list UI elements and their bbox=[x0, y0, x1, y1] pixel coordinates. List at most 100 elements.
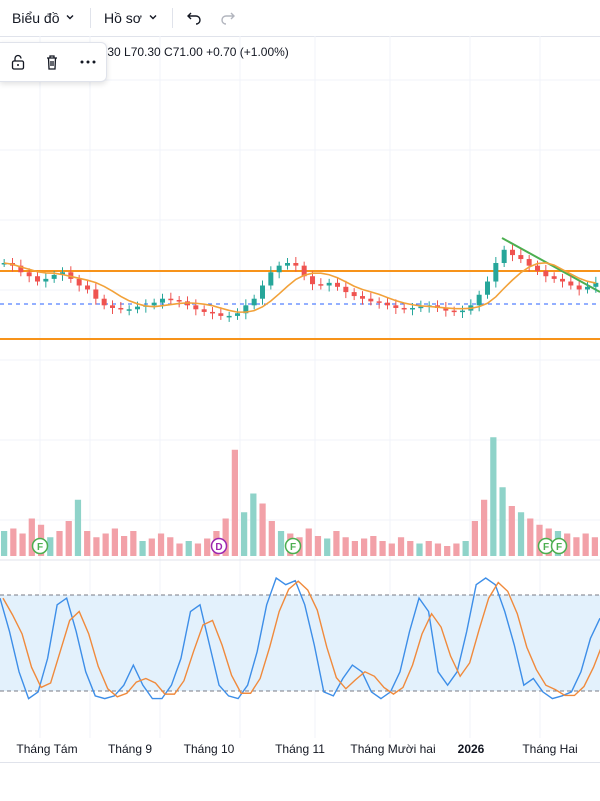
volume-bar bbox=[157, 533, 165, 556]
candle-body bbox=[376, 301, 382, 303]
volume-bar bbox=[250, 493, 257, 556]
stochastic-band bbox=[0, 595, 600, 691]
volume-bar bbox=[453, 543, 460, 556]
event-marker-label: F bbox=[556, 542, 562, 553]
candle-body bbox=[76, 278, 82, 286]
volume-bar bbox=[490, 437, 497, 556]
candle-body bbox=[118, 307, 124, 310]
candle-body bbox=[560, 278, 565, 282]
floating-toolbar bbox=[0, 42, 107, 82]
volume-bar bbox=[65, 521, 72, 556]
volume-bar bbox=[56, 531, 63, 556]
volume-bar bbox=[121, 536, 128, 556]
candle-body bbox=[585, 286, 590, 290]
undo-icon bbox=[185, 8, 203, 29]
volume-bar bbox=[324, 538, 331, 556]
toolbar-divider bbox=[172, 8, 173, 28]
candle-body bbox=[135, 306, 140, 310]
chevron-down-icon bbox=[148, 12, 158, 25]
volume-bar bbox=[176, 543, 183, 556]
volume-bar bbox=[591, 537, 598, 556]
candle-body bbox=[568, 281, 574, 286]
volume-bar bbox=[10, 528, 17, 556]
candle-body bbox=[93, 289, 99, 299]
volume-bar bbox=[370, 536, 377, 556]
candle-body bbox=[285, 263, 290, 266]
candle-body bbox=[335, 282, 340, 287]
time-axis-label: Tháng Hai bbox=[522, 742, 578, 756]
candle-body bbox=[218, 313, 224, 316]
candle-body bbox=[326, 282, 332, 286]
candle-body bbox=[26, 272, 32, 277]
volume-bar bbox=[268, 521, 275, 556]
profile-menu-button[interactable]: Hồ sơ bbox=[104, 0, 158, 36]
volume-bar bbox=[47, 537, 54, 556]
candle-body bbox=[576, 285, 582, 290]
candle-body bbox=[351, 292, 357, 297]
candle-body bbox=[543, 270, 549, 277]
volume-bar bbox=[407, 541, 414, 556]
volume-bar bbox=[130, 531, 137, 556]
volume-bar bbox=[74, 499, 82, 556]
event-marker: F bbox=[550, 537, 568, 555]
candles bbox=[1, 244, 599, 322]
trash-icon[interactable] bbox=[42, 52, 62, 72]
time-axis-label: Tháng Mười hai bbox=[350, 742, 436, 756]
candle-body bbox=[101, 298, 107, 306]
candle-body bbox=[293, 263, 299, 266]
volume-bar bbox=[231, 449, 238, 556]
volume-bar bbox=[527, 518, 534, 556]
volume-bar bbox=[167, 537, 174, 556]
volume-bars bbox=[1, 437, 598, 556]
volume-bar bbox=[19, 533, 26, 556]
volume-bar bbox=[582, 533, 589, 556]
candle-body bbox=[485, 281, 490, 295]
volume-bar bbox=[351, 541, 358, 556]
volume-bar bbox=[222, 518, 229, 556]
undo-button[interactable] bbox=[185, 0, 203, 36]
candle-body bbox=[210, 311, 215, 314]
volume-bar bbox=[333, 531, 340, 556]
volume-bar bbox=[517, 512, 525, 556]
volume-bar bbox=[416, 543, 423, 556]
volume-bar bbox=[481, 499, 488, 556]
redo-button[interactable] bbox=[219, 0, 237, 36]
volume-bar bbox=[148, 538, 155, 556]
volume-bar bbox=[194, 543, 202, 556]
candle-body bbox=[35, 276, 40, 282]
candle-body bbox=[526, 259, 532, 266]
volume-bar bbox=[204, 538, 211, 556]
chart-menu-button[interactable]: Biểu đồ bbox=[12, 0, 75, 36]
unlock-icon[interactable] bbox=[8, 52, 28, 72]
event-marker-circle bbox=[550, 537, 568, 555]
candle-body bbox=[235, 313, 240, 316]
candle-body bbox=[393, 305, 399, 308]
candle-body bbox=[310, 276, 315, 285]
candle-body bbox=[160, 298, 165, 303]
candle-body bbox=[593, 282, 599, 287]
chevron-down-icon bbox=[65, 12, 75, 25]
moving-average-line bbox=[4, 262, 596, 313]
volume-bar bbox=[185, 541, 192, 556]
volume-bar bbox=[1, 531, 8, 556]
candle-body bbox=[268, 272, 274, 286]
chart-menu-label: Biểu đồ bbox=[12, 10, 60, 26]
volume-bar bbox=[361, 538, 368, 556]
candle-body bbox=[410, 307, 415, 310]
volume-bar bbox=[573, 537, 580, 556]
candle-body bbox=[451, 310, 457, 313]
time-axis: Tháng Tám Tháng 9 Tháng 10 Tháng 11 Thán… bbox=[0, 738, 600, 762]
candle-body bbox=[168, 298, 174, 301]
volume-bar bbox=[102, 533, 109, 556]
event-marker: F bbox=[284, 537, 302, 555]
volume-bar bbox=[425, 541, 432, 556]
candle-body bbox=[201, 309, 207, 312]
candle-body bbox=[476, 294, 482, 306]
more-options-icon[interactable] bbox=[78, 52, 98, 72]
candle-body bbox=[151, 302, 157, 306]
candle-body bbox=[226, 315, 232, 318]
candle-body bbox=[110, 305, 115, 308]
volume-bar bbox=[462, 541, 469, 556]
